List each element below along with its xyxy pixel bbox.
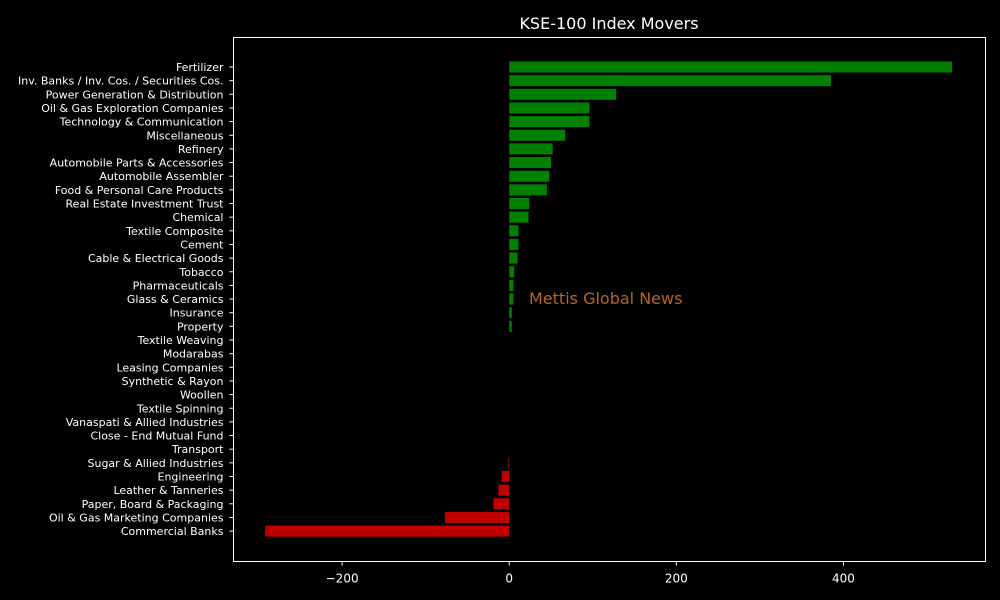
category-label: Sugar & Allied Industries bbox=[87, 457, 223, 470]
category-label: Vanaspati & Allied Industries bbox=[66, 416, 224, 429]
bar-11 bbox=[509, 211, 529, 223]
category-label: Technology & Communication bbox=[59, 116, 224, 129]
category-label: Textile Composite bbox=[125, 225, 224, 238]
bar-7 bbox=[509, 157, 552, 169]
chart-title: KSE-100 Index Movers bbox=[519, 14, 698, 33]
category-label: Insurance bbox=[170, 307, 224, 320]
category-label: Property bbox=[177, 320, 224, 333]
category-label: Cement bbox=[180, 238, 224, 251]
bar-0 bbox=[509, 61, 953, 73]
bar-10 bbox=[509, 198, 530, 209]
category-label: Chemical bbox=[172, 211, 223, 224]
bar-2 bbox=[509, 88, 617, 100]
x-ticks-group: −200 0 200 400 bbox=[326, 561, 855, 586]
category-label: Glass & Ceramics bbox=[127, 293, 224, 306]
x-tick-label: 400 bbox=[832, 572, 855, 586]
bar-18 bbox=[509, 307, 512, 319]
category-label: Inv. Banks / Inv. Cos. / Securities Cos. bbox=[18, 75, 223, 88]
category-label: Woollen bbox=[180, 389, 224, 402]
bar-29 bbox=[508, 457, 510, 469]
category-label: Commercial Banks bbox=[121, 525, 224, 538]
bar-4 bbox=[509, 116, 590, 128]
category-label: Fertilizer bbox=[176, 61, 224, 74]
category-label: Modarabas bbox=[163, 348, 224, 361]
category-label: Transport bbox=[171, 443, 224, 456]
x-tick-label: −200 bbox=[326, 572, 359, 586]
x-tick-label: 200 bbox=[665, 572, 688, 586]
bar-16 bbox=[509, 279, 514, 291]
category-label: Pharmaceuticals bbox=[133, 279, 224, 292]
bar-12 bbox=[509, 225, 519, 237]
category-label: Automobile Parts & Accessories bbox=[50, 157, 224, 170]
bar-8 bbox=[509, 170, 550, 182]
category-label: Oil & Gas Marketing Companies bbox=[49, 511, 224, 524]
bar-3 bbox=[509, 102, 590, 114]
bar-6 bbox=[509, 143, 553, 155]
bar-17 bbox=[509, 293, 514, 305]
bars-group bbox=[265, 61, 953, 537]
category-label: Cable & Electrical Goods bbox=[88, 252, 224, 265]
category-label: Oil & Gas Exploration Companies bbox=[41, 102, 224, 115]
category-label: Automobile Assembler bbox=[99, 170, 224, 183]
bar-5 bbox=[509, 129, 566, 141]
bar-19 bbox=[509, 320, 512, 332]
category-label: Engineering bbox=[158, 471, 224, 484]
category-label: Leasing Companies bbox=[116, 361, 223, 374]
category-label: Power Generation & Distribution bbox=[46, 88, 224, 101]
category-label: Textile Weaving bbox=[137, 334, 224, 347]
category-label: Textile Spinning bbox=[136, 402, 224, 415]
category-label: Leather & Tanneries bbox=[113, 484, 223, 497]
category-label: Tobacco bbox=[178, 266, 223, 279]
bar-9 bbox=[509, 184, 547, 196]
bar-33 bbox=[444, 511, 510, 523]
category-label: Synthetic & Rayon bbox=[122, 375, 224, 388]
bar-15 bbox=[509, 266, 515, 278]
bar-14 bbox=[509, 252, 518, 264]
category-label: Miscellaneous bbox=[146, 129, 223, 142]
bar-13 bbox=[509, 238, 519, 250]
category-label: Real Estate Investment Trust bbox=[66, 198, 225, 211]
category-label: Food & Personal Care Products bbox=[55, 184, 224, 197]
bar-31 bbox=[498, 484, 510, 496]
bar-32 bbox=[493, 498, 510, 510]
category-label: Paper, Board & Packaging bbox=[82, 498, 224, 511]
bar-34 bbox=[265, 525, 510, 537]
bar-30 bbox=[501, 471, 510, 482]
category-label: Refinery bbox=[178, 143, 224, 156]
category-label: Close - End Mutual Fund bbox=[90, 430, 223, 443]
bar-1 bbox=[509, 75, 831, 87]
plot-frame bbox=[233, 37, 986, 562]
x-tick-label: 0 bbox=[505, 572, 513, 586]
watermark: Mettis Global News bbox=[529, 289, 682, 308]
